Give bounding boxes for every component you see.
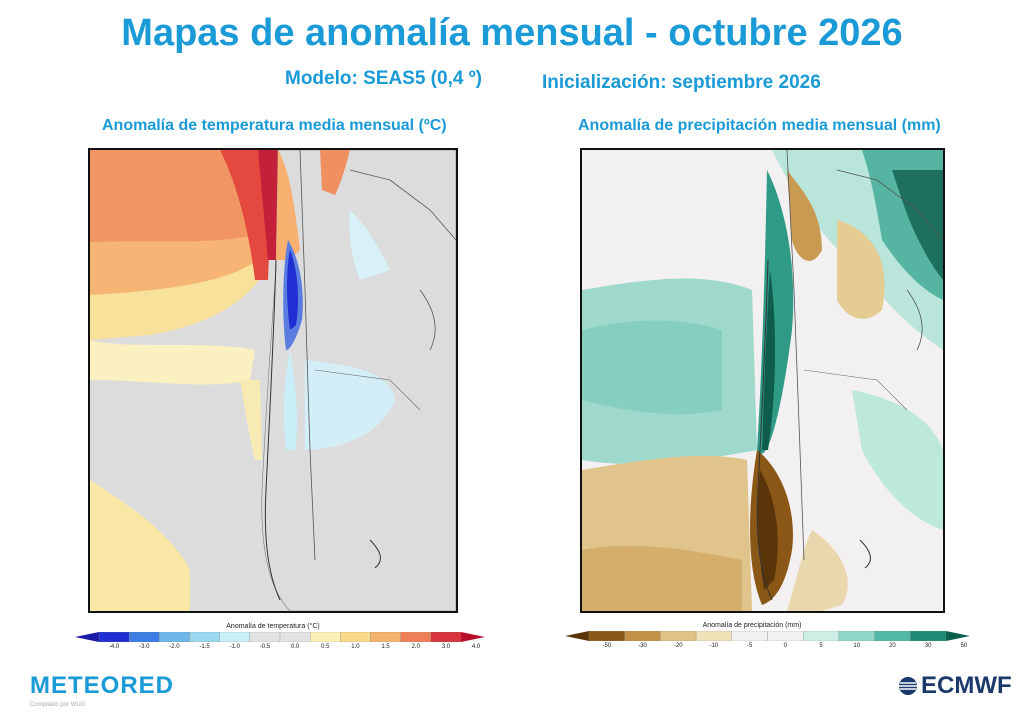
precip-colorbar-segment bbox=[660, 631, 697, 641]
precip-colorbar-title: Anomalía de precipitación (mm) bbox=[702, 622, 802, 629]
temp-colorbar bbox=[75, 632, 485, 642]
model-label: Modelo: SEAS5 (0,4 º) bbox=[285, 68, 482, 89]
temp-colorbar-tick: -1.5 bbox=[199, 644, 210, 650]
precip-colorbar-segment bbox=[910, 631, 947, 641]
precip-anomaly-map bbox=[580, 148, 945, 613]
precip-colorbar-tick: -10 bbox=[709, 643, 719, 649]
precip-colorbar-tick: -50 bbox=[602, 643, 612, 649]
temp-colorbar-tick: 3.0 bbox=[441, 644, 451, 650]
precip-colorbar-segment bbox=[803, 631, 840, 641]
temp-colorbar-tick: -4.0 bbox=[108, 644, 120, 650]
credit-text: Compilado por WUG bbox=[30, 702, 86, 708]
precip-colorbar-segment bbox=[695, 631, 732, 641]
precip-colorbar-tick: -30 bbox=[638, 643, 647, 649]
precip-colorbar bbox=[565, 631, 970, 641]
temp-colorbar-title: Anomalía de temperatura (°C) bbox=[226, 623, 320, 630]
temp-colorbar-tick: -0.5 bbox=[259, 644, 271, 650]
temp-colorbar-tick: 4.0 bbox=[471, 644, 481, 650]
ecmwf-logo: ECMWF bbox=[895, 672, 1012, 700]
temp-colorbar-tick: -3.0 bbox=[139, 644, 150, 650]
precip-colorbar-low-arrow bbox=[565, 631, 589, 641]
temp-map-title: Anomalía de temperatura media mensual (º… bbox=[102, 117, 447, 134]
temp-colorbar-segment bbox=[98, 632, 130, 642]
temp-colorbar-tick: 1.5 bbox=[381, 644, 390, 650]
temp-colorbar-segment bbox=[249, 632, 281, 642]
precip-colorbar-high-arrow bbox=[946, 631, 970, 641]
temp-colorbar-tick: 0.5 bbox=[321, 644, 330, 650]
precip-map-title: Anomalía de precipitación media mensual … bbox=[578, 117, 941, 134]
precip-colorbar-segment bbox=[731, 631, 768, 641]
precip-colorbar-segment bbox=[838, 631, 875, 641]
temp-colorbar-tick: -1.0 bbox=[229, 644, 240, 650]
temp-colorbar-segment bbox=[159, 632, 190, 642]
temp-colorbar-segment bbox=[340, 632, 371, 642]
precip-colorbar-tick: -20 bbox=[673, 643, 683, 649]
temp-colorbar-segment bbox=[370, 632, 401, 642]
temp-colorbar-segment bbox=[310, 632, 341, 642]
precip-colorbar-segment bbox=[588, 631, 625, 641]
temp-colorbar-segment bbox=[430, 632, 462, 642]
temp-colorbar-tick: 1.0 bbox=[351, 644, 360, 650]
temp-colorbar-segment bbox=[400, 632, 431, 642]
precip-colorbar-tick: 30 bbox=[924, 643, 932, 649]
precip-colorbar-segment bbox=[767, 631, 804, 641]
precip-colorbar-segment bbox=[624, 631, 661, 641]
ecmwf-globe-icon bbox=[899, 677, 917, 695]
temp-colorbar-segment bbox=[189, 632, 220, 642]
temp-colorbar-low-arrow bbox=[75, 632, 99, 642]
temp-anomaly-map bbox=[88, 148, 458, 613]
precip-colorbar-tick: -5 bbox=[746, 643, 753, 649]
temp-colorbar-tick: 2.0 bbox=[411, 644, 420, 650]
temp-colorbar-tick: -2.0 bbox=[169, 644, 180, 650]
temp-colorbar-segment bbox=[219, 632, 250, 642]
temp-colorbar-segment bbox=[279, 632, 311, 642]
ecmwf-logo-text: ECMWF bbox=[921, 672, 1012, 699]
precip-colorbar-tick: 50 bbox=[960, 643, 968, 649]
meteored-logo: METEORED bbox=[30, 672, 175, 699]
temp-colorbar-tick: 0.0 bbox=[290, 644, 300, 650]
precip-colorbar-tick: 0 bbox=[783, 643, 788, 649]
init-label: Inicialización: septiembre 2026 bbox=[542, 72, 821, 93]
temp-colorbar-segment bbox=[129, 632, 160, 642]
precip-colorbar-tick: 10 bbox=[853, 643, 861, 649]
precip-colorbar-tick: 20 bbox=[889, 643, 896, 649]
precip-colorbar-segment bbox=[874, 631, 911, 641]
page-title: Mapas de anomalía mensual - octubre 2026 bbox=[121, 12, 903, 54]
temp-colorbar-high-arrow bbox=[461, 632, 485, 642]
precip-colorbar-tick: 5 bbox=[819, 643, 823, 649]
